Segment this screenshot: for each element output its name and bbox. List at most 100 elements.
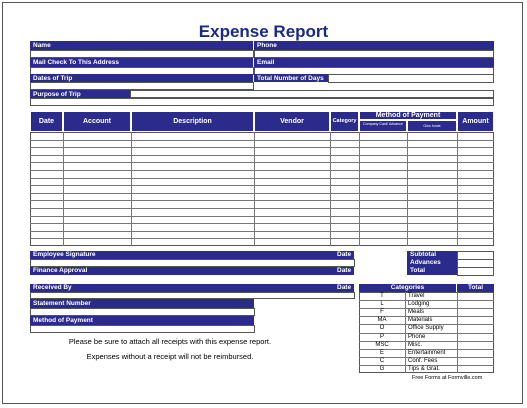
col-divider bbox=[131, 132, 132, 246]
name-label: Name bbox=[30, 41, 253, 50]
category-code: L bbox=[380, 301, 384, 308]
category-code: MSC bbox=[375, 341, 389, 348]
total-days-field[interactable] bbox=[328, 74, 494, 83]
email-label: Email bbox=[254, 58, 494, 67]
total-label: Total bbox=[407, 267, 457, 275]
finance-approval-date-label: Date bbox=[337, 267, 352, 274]
table-row[interactable] bbox=[30, 223, 494, 225]
phone-field[interactable] bbox=[254, 50, 494, 58]
table-row[interactable] bbox=[30, 215, 494, 217]
dates-of-trip-field[interactable] bbox=[30, 82, 254, 90]
table-row[interactable] bbox=[30, 185, 494, 187]
received-by-date-label: Date bbox=[337, 284, 352, 291]
received-by-field[interactable] bbox=[30, 292, 355, 299]
col-company-card: Company Card/ Advance bbox=[359, 120, 407, 132]
col-divider bbox=[63, 132, 64, 246]
total-value[interactable] bbox=[457, 267, 494, 276]
advances-label: Advances bbox=[407, 259, 457, 267]
category-row: E Entertainment bbox=[359, 349, 494, 357]
footer-credit: Free Forms at Formville.com bbox=[412, 375, 483, 381]
form-frame bbox=[2, 2, 523, 404]
category-row: L Lodging bbox=[359, 300, 494, 308]
employee-signature-text: Employee Signature bbox=[33, 251, 96, 258]
table-row[interactable] bbox=[30, 238, 494, 240]
table-row[interactable] bbox=[30, 162, 494, 164]
receipts-note: Please be sure to attach all receipts wi… bbox=[68, 337, 272, 346]
finance-approval-label: Finance Approval Date bbox=[30, 267, 354, 275]
col-divider bbox=[457, 132, 458, 246]
category-label: Travel bbox=[408, 293, 425, 299]
table-row[interactable] bbox=[30, 139, 494, 141]
mail-check-label: Mail Check To This Address bbox=[30, 58, 253, 67]
category-code: P bbox=[379, 333, 384, 340]
category-code: F bbox=[380, 309, 384, 316]
table-row[interactable] bbox=[30, 177, 494, 179]
category-label: Lodging bbox=[408, 301, 430, 308]
category-row-line bbox=[359, 324, 494, 326]
category-row-line bbox=[359, 300, 494, 302]
table-border bbox=[30, 132, 494, 246]
received-by-text: Received By bbox=[33, 284, 72, 291]
category-label: Office Supply bbox=[408, 325, 444, 332]
form-title: Expense Report bbox=[198, 22, 329, 41]
category-row: P Phone bbox=[359, 333, 494, 341]
statement-number-field[interactable] bbox=[30, 308, 255, 316]
purpose-label: Purpose of Trip bbox=[30, 90, 130, 98]
category-label: Meals bbox=[408, 309, 425, 316]
category-label: Materials bbox=[408, 317, 433, 324]
phone-label: Phone bbox=[254, 41, 494, 50]
table-row[interactable] bbox=[30, 147, 494, 149]
category-row-line bbox=[359, 308, 494, 310]
category-row: T Travel bbox=[359, 292, 494, 300]
subtotal-label: Subtotal bbox=[407, 251, 457, 259]
category-row: C Conf. Fees bbox=[359, 357, 494, 365]
col-amount: Amount bbox=[457, 111, 494, 132]
employee-signature-field[interactable] bbox=[30, 259, 355, 267]
category-code: E bbox=[379, 349, 384, 356]
method-of-payment-label: Method of Payment bbox=[30, 316, 254, 325]
category-row-line bbox=[359, 316, 494, 318]
total-days-label: Total Number of Days bbox=[254, 74, 328, 82]
category-row: O Office Supply bbox=[359, 324, 494, 332]
category-row: MSC Misc. bbox=[359, 341, 494, 349]
employee-signature-label: Employee Signature Date bbox=[30, 251, 354, 259]
col-account: Account bbox=[63, 111, 131, 132]
col-vendor: Vendor bbox=[254, 111, 330, 132]
table-row[interactable] bbox=[30, 230, 494, 232]
received-by-label: Received By Date bbox=[30, 284, 354, 292]
category-code: C bbox=[379, 357, 385, 364]
category-code: T bbox=[380, 293, 384, 299]
table-row[interactable] bbox=[30, 154, 494, 156]
categories-total-header: Total bbox=[457, 284, 494, 292]
statement-number-label: Statement Number bbox=[30, 299, 254, 308]
finance-approval-text: Finance Approval bbox=[33, 267, 88, 274]
category-label: Tips & Grat. bbox=[408, 365, 440, 372]
categories-header: Categories bbox=[359, 284, 456, 292]
purpose-field-line2[interactable] bbox=[30, 98, 494, 106]
category-row-line bbox=[359, 356, 494, 358]
reimbursed-note: Expenses without a receipt will not be r… bbox=[86, 352, 254, 361]
method-of-payment-field[interactable] bbox=[30, 325, 255, 333]
category-code: G bbox=[379, 365, 385, 372]
category-code: O bbox=[379, 325, 385, 332]
name-field[interactable] bbox=[30, 50, 254, 58]
table-row[interactable] bbox=[30, 200, 494, 202]
category-label: Phone bbox=[408, 333, 426, 340]
category-code: MA bbox=[377, 317, 387, 324]
col-divider bbox=[330, 132, 331, 246]
table-row[interactable] bbox=[30, 192, 494, 194]
col-divider bbox=[254, 132, 255, 246]
category-label: Entertainment bbox=[408, 349, 446, 356]
table-row[interactable] bbox=[30, 208, 494, 209]
col-divider bbox=[407, 132, 408, 246]
col-category: Category bbox=[330, 111, 359, 132]
category-row: G Tips & Grat. bbox=[359, 365, 494, 373]
category-row-line bbox=[359, 364, 494, 366]
category-label: Misc. bbox=[408, 341, 422, 348]
purpose-field[interactable] bbox=[130, 90, 494, 98]
employee-signature-date-label: Date bbox=[337, 251, 352, 258]
category-row-line bbox=[359, 348, 494, 350]
col-method-of-payment: Method of Payment bbox=[359, 111, 457, 120]
category-row: F Meals bbox=[359, 308, 494, 316]
table-row[interactable] bbox=[30, 170, 494, 171]
